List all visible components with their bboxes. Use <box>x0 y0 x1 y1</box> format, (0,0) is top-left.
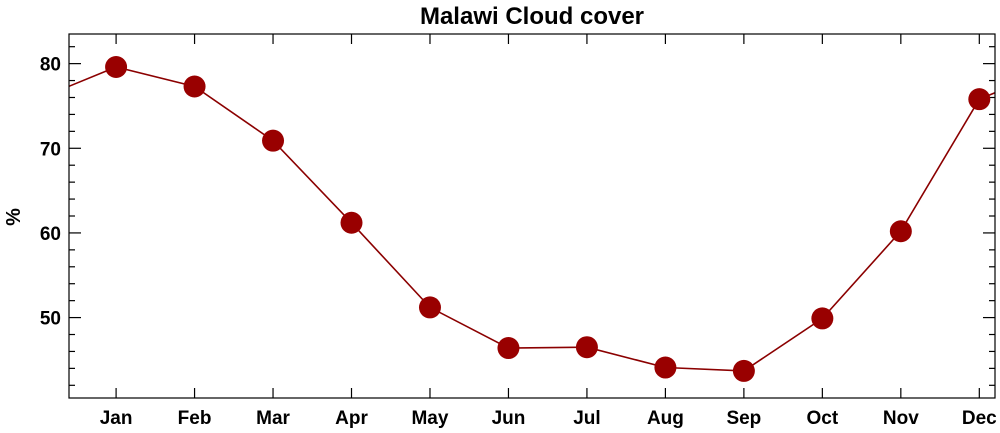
data-point-apr <box>340 211 363 234</box>
y-tick-label: 60 <box>40 224 61 245</box>
x-tick-label: Oct <box>807 408 839 429</box>
y-axis-label: % <box>3 208 25 226</box>
x-tick-label: Apr <box>335 408 368 429</box>
x-tick-label: May <box>411 408 448 429</box>
x-tick-label: Nov <box>883 408 919 429</box>
data-point-jun <box>497 337 520 360</box>
x-tick-label: Jun <box>492 408 526 429</box>
x-tick-label: Sep <box>726 408 761 429</box>
data-point-jan <box>105 56 128 79</box>
y-tick-label: 50 <box>40 309 61 330</box>
data-point-sep <box>732 359 755 382</box>
series-layer <box>69 56 995 382</box>
x-tick-label: Dec <box>962 408 997 429</box>
y-tick-label: 70 <box>40 139 61 160</box>
chart-title: Malawi Cloud cover <box>420 3 644 30</box>
data-point-nov <box>889 220 912 243</box>
x-tick-label: Jan <box>100 408 133 429</box>
series-line <box>69 66 995 372</box>
data-point-oct <box>811 307 834 330</box>
axis-ticks: 50 60 70 80 Jan Feb Mar Apr May Jun Jul Aug Sep Oct No… <box>40 34 997 429</box>
data-point-aug <box>654 356 677 379</box>
y-tick-label: 80 <box>40 55 61 76</box>
data-point-feb <box>183 75 206 98</box>
x-tick-label: Aug <box>647 408 684 429</box>
data-point-dec <box>968 88 991 111</box>
x-tick-label: Mar <box>256 408 290 429</box>
x-tick-label: Feb <box>178 408 212 429</box>
plot-frame <box>68 33 996 399</box>
data-point-jul <box>575 336 598 359</box>
data-point-may <box>418 296 441 319</box>
x-tick-label: Jul <box>573 408 600 429</box>
data-point-mar <box>262 129 285 152</box>
